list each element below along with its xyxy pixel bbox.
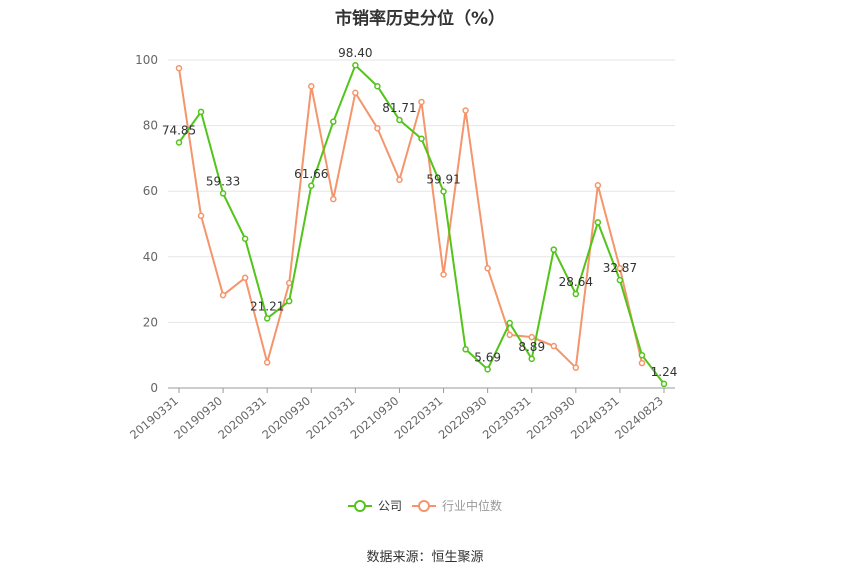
legend-label: 行业中位数 [442, 498, 502, 513]
data-point [616, 265, 624, 272]
data-label: 59.33 [206, 174, 240, 188]
data-point [330, 118, 337, 125]
data-point [440, 271, 447, 278]
data-point [219, 291, 227, 299]
series-line-company [178, 63, 665, 385]
data-point [506, 319, 513, 327]
data-point [660, 380, 668, 388]
data-point [528, 333, 535, 341]
data-point [638, 351, 646, 359]
data-point [219, 190, 227, 197]
data-point [594, 182, 602, 189]
data-point [418, 98, 425, 106]
data-point [352, 61, 359, 69]
data-point [528, 355, 535, 363]
y-tick-label: 0 [150, 381, 158, 395]
data-label: 28.64 [559, 275, 593, 289]
x-tick-label: 20240823 [612, 394, 666, 442]
data-point [308, 182, 315, 190]
data-point [616, 276, 624, 284]
legend-marker [418, 500, 430, 512]
y-tick-label: 40 [143, 250, 158, 264]
data-point [352, 89, 359, 97]
data-point [440, 188, 447, 195]
data-label: 98.40 [338, 46, 372, 60]
data-source: 数据来源：恒生聚源 [366, 550, 484, 565]
data-point [550, 342, 558, 350]
y-tick-label: 80 [143, 119, 158, 133]
data-label: 32.87 [603, 261, 637, 275]
data-point [263, 359, 271, 366]
data-label: 1.24 [651, 365, 678, 379]
series-line-industry-median [178, 68, 643, 370]
data-point [572, 364, 580, 371]
data-point [285, 297, 293, 305]
y-tick-label: 60 [143, 184, 158, 198]
data-point [462, 346, 469, 353]
data-point [506, 331, 513, 339]
data-point [484, 366, 491, 373]
data-point [263, 315, 271, 322]
y-tick-label: 100 [135, 53, 158, 67]
data-point [396, 176, 403, 183]
data-label: 5.69 [474, 350, 501, 364]
data-point [330, 195, 337, 203]
data-label: 61.66 [294, 167, 328, 181]
data-label: 74.85 [162, 123, 196, 137]
chart-svg: 0204060801002019033120190930202003312020… [127, 46, 678, 513]
data-point [550, 246, 558, 253]
data-point [396, 116, 403, 124]
data-point [374, 124, 381, 132]
data-point [285, 279, 293, 287]
data-point [594, 219, 602, 226]
y-tick-label: 20 [143, 315, 158, 329]
data-point [638, 359, 646, 367]
data-label: 8.89 [518, 340, 545, 354]
data-point [418, 135, 425, 142]
data-label: 21.21 [250, 299, 284, 313]
data-point [197, 108, 205, 116]
data-point [241, 274, 249, 282]
data-point [484, 265, 491, 272]
legend-label: 公司 [378, 499, 402, 513]
legend-marker [354, 500, 366, 512]
data-label: 81.71 [382, 101, 416, 115]
data-point [175, 139, 183, 146]
data-point [308, 82, 315, 90]
data-label: 59.91 [426, 172, 460, 186]
data-point [197, 212, 205, 220]
data-point [175, 64, 183, 72]
data-point [374, 82, 381, 90]
data-point [462, 107, 469, 114]
data-point [572, 290, 580, 298]
chart-title: 市销率历史分位（%） [334, 9, 506, 29]
data-point [241, 235, 249, 243]
